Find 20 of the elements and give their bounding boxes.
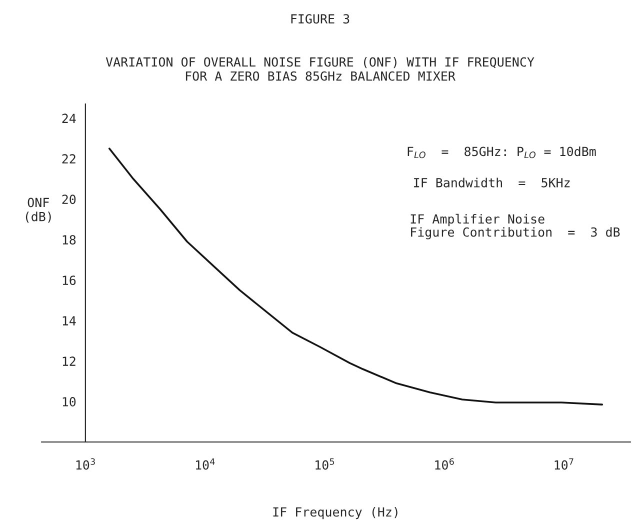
x-tick-label: 10$^{4}$ bbox=[196, 458, 215, 470]
y-axis-title: ONF (dB) bbox=[26, 198, 51, 223]
x-tick-label: 10$^{7}$ bbox=[554, 458, 574, 470]
x-tick-label: 10$^{3}$ bbox=[76, 458, 95, 470]
y-tick-label: 12 bbox=[62, 356, 76, 366]
y-tick-label: 14 bbox=[62, 316, 76, 326]
annotation: IF Amplifier Noise Figure Contribution = 3 dB bbox=[410, 214, 620, 240]
chart-subtitle: VARIATION OF OVERALL NOISE FIGURE (ONF) WITH IF FREQUENCY FOR A ZERO BIAS 85GHz BALANCED MIXER bbox=[106, 57, 534, 81]
y-tick-label: 22 bbox=[62, 154, 76, 164]
text: F$_{LO}$ = 85GHz: P$_{LO}$ = 10dBm bbox=[408, 146, 596, 158]
y-tick-label: 10 bbox=[62, 397, 76, 406]
y-tick-label: 24 bbox=[62, 114, 76, 123]
x-tick-label: 10$^{5}$ bbox=[316, 458, 334, 470]
y-tick-label: 20 bbox=[62, 194, 76, 204]
y-tick-label: 18 bbox=[62, 235, 76, 245]
chart-title: FIGURE 3 bbox=[291, 14, 350, 24]
annotation: IF Bandwidth = 5KHz bbox=[414, 178, 570, 188]
y-tick-label: 16 bbox=[62, 276, 76, 286]
x-axis-title: IF Frequency (Hz) bbox=[273, 506, 398, 520]
x-tick-label: 10$^{6}$ bbox=[435, 458, 454, 470]
